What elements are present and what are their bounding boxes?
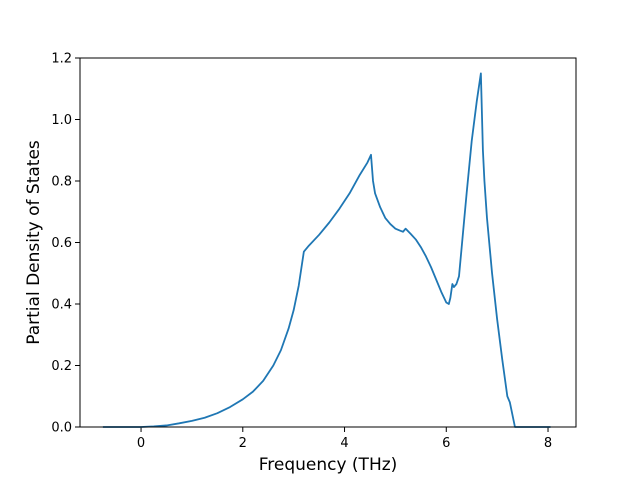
y-tick-label: 0.8 — [51, 175, 72, 190]
y-tick-label: 1.2 — [51, 52, 72, 67]
y-tick-label: 0.0 — [51, 421, 72, 436]
series-layer — [102, 72, 551, 428]
y-tick-label: 0.2 — [51, 359, 72, 374]
x-tick-label: 2 — [239, 436, 247, 451]
x-tick-label: 8 — [544, 436, 552, 451]
x-tick-label: 0 — [137, 436, 145, 451]
y-axis-label: Partial Density of States — [24, 140, 44, 345]
y-tick-label: 1.0 — [51, 113, 72, 128]
x-tick-label: 4 — [340, 436, 348, 451]
x-tick-label: 6 — [442, 436, 450, 451]
y-tick-label: 0.6 — [51, 236, 72, 251]
pdos-series-line — [102, 72, 551, 428]
y-axis: 0.0 0.2 0.4 0.6 0.8 1.0 1.2 — [51, 52, 80, 436]
plot-frame — [79, 57, 577, 428]
y-tick-label: 0.4 — [51, 298, 72, 313]
x-axis: 0 2 4 6 8 — [137, 427, 552, 451]
plot-area — [80, 58, 576, 427]
x-axis-label: Frequency (THz) — [259, 455, 398, 475]
